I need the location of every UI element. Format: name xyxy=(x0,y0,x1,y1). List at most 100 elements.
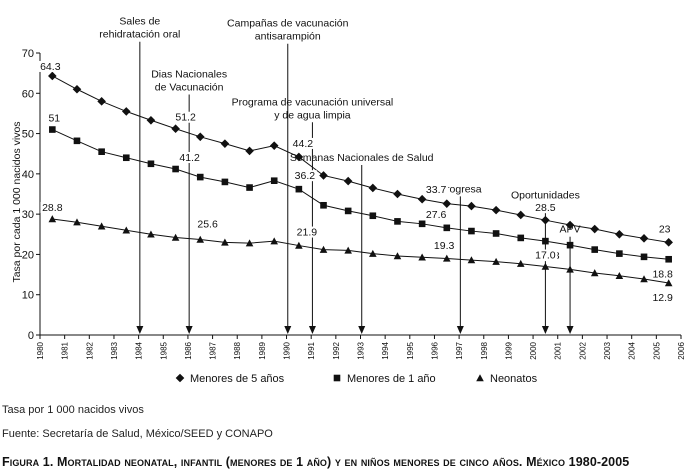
series-point xyxy=(368,183,378,193)
series-point xyxy=(295,185,303,193)
x-tick-label: 1996 xyxy=(430,341,439,359)
annotation-label: Oportunidades xyxy=(511,189,580,201)
x-tick-label: 1995 xyxy=(406,341,415,359)
data-label-bg xyxy=(173,111,198,123)
data-label-bg xyxy=(290,137,315,149)
series-point xyxy=(492,230,500,237)
data-label: 51.2 xyxy=(175,112,196,124)
data-label: 21.9 xyxy=(297,227,318,239)
series-point xyxy=(542,237,549,245)
x-tick-label: 1999 xyxy=(504,341,513,359)
series-point xyxy=(246,184,253,191)
data-label-bg xyxy=(533,202,558,214)
data-label-bg xyxy=(650,292,675,304)
series-point xyxy=(73,218,81,226)
series-point xyxy=(516,259,525,267)
series-point xyxy=(72,84,82,94)
series-point xyxy=(394,218,401,225)
series-point xyxy=(665,255,672,263)
series-point xyxy=(320,201,327,209)
series-point xyxy=(664,279,673,287)
data-label: 44.2 xyxy=(293,138,314,150)
x-tick-label: 2003 xyxy=(603,341,612,359)
annotation-label: y de agua limpia xyxy=(274,109,351,121)
x-tick-label: 1992 xyxy=(332,341,341,359)
x-tick-label: 2001 xyxy=(554,341,563,359)
series-point xyxy=(566,241,574,249)
y-tick-label: 50 xyxy=(22,129,34,141)
series-point xyxy=(516,210,526,220)
annotation-arrowhead xyxy=(284,326,292,334)
legend-marker xyxy=(175,373,185,383)
series-point xyxy=(269,141,279,150)
series-point xyxy=(196,235,205,243)
data-label: 12.9 xyxy=(652,292,673,304)
x-tick-label: 2002 xyxy=(578,341,587,359)
series-point xyxy=(615,229,624,239)
series-point xyxy=(147,160,155,168)
annotation-arrowhead xyxy=(185,326,193,334)
data-label: 19.3 xyxy=(434,240,455,252)
series-point xyxy=(172,165,179,173)
legend-marker xyxy=(333,374,341,382)
annotation-label: Sales de xyxy=(119,16,160,28)
annotation-label: rehidratación oral xyxy=(99,29,180,41)
series-point xyxy=(122,154,130,162)
series-point xyxy=(418,253,426,261)
series-point xyxy=(195,132,205,142)
annotation-arrowhead xyxy=(541,326,549,334)
annotation-label: APV xyxy=(560,224,581,236)
series-point xyxy=(73,137,81,145)
annotation-label: Progresa xyxy=(439,183,482,195)
data-label-bg xyxy=(294,226,319,238)
data-label: 18.8 xyxy=(652,268,673,280)
data-label-bg xyxy=(424,184,449,196)
y-tick-label: 40 xyxy=(22,169,34,181)
data-label-bg xyxy=(533,249,558,261)
data-label-bg xyxy=(42,112,67,124)
data-label-bg xyxy=(292,170,317,182)
legend-label: Menores de 5 años xyxy=(190,373,285,385)
series-point xyxy=(616,250,623,257)
series-point xyxy=(49,126,56,133)
source-note: Fuente: Secretaría de Salud, México/SEED… xyxy=(2,428,273,440)
series-point xyxy=(467,201,476,211)
series-point xyxy=(147,230,155,238)
series-point xyxy=(97,222,106,230)
data-label-bg xyxy=(652,223,677,235)
series-point xyxy=(48,71,57,81)
annotation-label: de Vacunación xyxy=(155,81,224,93)
series-point xyxy=(270,177,278,185)
figure-caption: Figura 1. Mortalidad neonatal, infantil … xyxy=(2,455,630,469)
series-point xyxy=(393,189,402,199)
x-tick-label: 2006 xyxy=(677,341,686,359)
series-point xyxy=(417,194,427,204)
series-point xyxy=(122,226,131,234)
annotation-arrowhead xyxy=(456,326,464,334)
data-label: 27.6 xyxy=(426,209,447,221)
x-tick-label: 1997 xyxy=(455,341,464,359)
x-tick-label: 1985 xyxy=(159,341,168,359)
y-axis-title: Tasa por cada 1 000 nacidos vivos xyxy=(11,121,23,282)
data-label-bg xyxy=(38,60,63,72)
x-tick-label: 1998 xyxy=(480,341,489,359)
series-point xyxy=(491,205,501,215)
y-tick-label: 10 xyxy=(22,290,34,302)
series-point xyxy=(245,146,254,156)
x-tick-label: 2004 xyxy=(628,341,637,359)
x-tick-label: 1980 xyxy=(36,341,45,359)
data-label: 25.6 xyxy=(197,219,218,231)
x-tick-label: 1981 xyxy=(61,341,70,359)
series-point xyxy=(590,269,599,277)
series-point xyxy=(196,173,204,181)
data-label-bg xyxy=(424,208,449,220)
series-point xyxy=(146,115,156,125)
series-point xyxy=(492,257,500,265)
series-point xyxy=(344,207,352,215)
annotation-arrowhead xyxy=(308,326,316,334)
data-label-bg xyxy=(195,218,220,230)
y-tick-label: 20 xyxy=(22,249,34,261)
annotation-label: Dias Nacionales xyxy=(151,68,227,80)
series-point xyxy=(48,215,57,223)
